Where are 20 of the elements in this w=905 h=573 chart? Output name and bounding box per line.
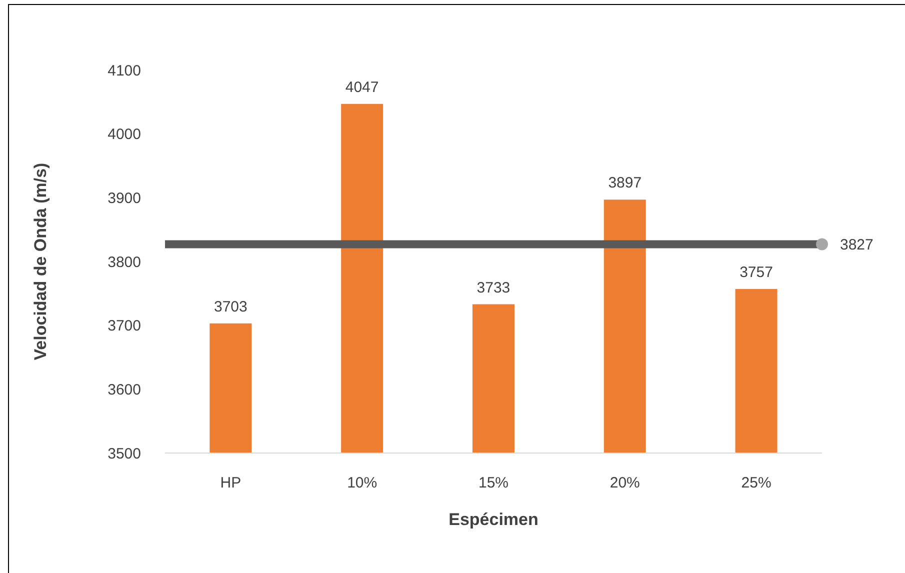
y-tick-label: 4000 [108, 126, 141, 144]
data-label: 3733 [476, 279, 510, 296]
y-axis-title: Velocidad de Onda (m/s) [31, 162, 50, 360]
y-tick-label: 4100 [108, 62, 141, 80]
x-tick-label: 15% [478, 474, 509, 492]
data-label: 4047 [345, 78, 379, 96]
x-tick-label: 20% [610, 474, 640, 492]
x-tick-label: HP [220, 474, 242, 492]
data-label: 3703 [214, 298, 248, 316]
ref-line-label: 3827 [840, 236, 874, 254]
y-tick-label: 3700 [108, 318, 141, 335]
y-tick-label: 3900 [108, 190, 141, 207]
x-tick-label: 25% [741, 474, 772, 492]
data-label: 3897 [608, 174, 642, 192]
x-tick-label: 10% [347, 474, 378, 492]
y-tick-label: 3600 [108, 381, 141, 398]
x-axis-title: Espécimen [448, 510, 538, 529]
data-label: 3757 [740, 264, 773, 281]
y-tick-label: 3500 [108, 445, 141, 462]
y-tick-label: 3800 [108, 254, 141, 271]
